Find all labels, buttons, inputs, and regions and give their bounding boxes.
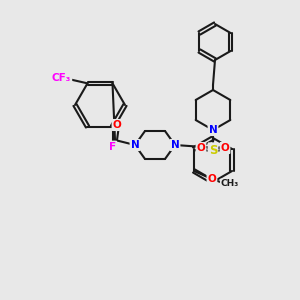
Text: CF₃: CF₃ [52,73,71,83]
Text: CH₃: CH₃ [221,179,239,188]
Text: N: N [130,140,140,150]
Text: S: S [209,143,217,157]
Text: F: F [109,142,116,152]
Text: O: O [220,143,230,153]
Text: O: O [112,120,122,130]
Text: N: N [171,140,179,150]
Text: O: O [208,174,216,184]
Text: N: N [208,125,217,135]
Text: O: O [196,143,206,153]
